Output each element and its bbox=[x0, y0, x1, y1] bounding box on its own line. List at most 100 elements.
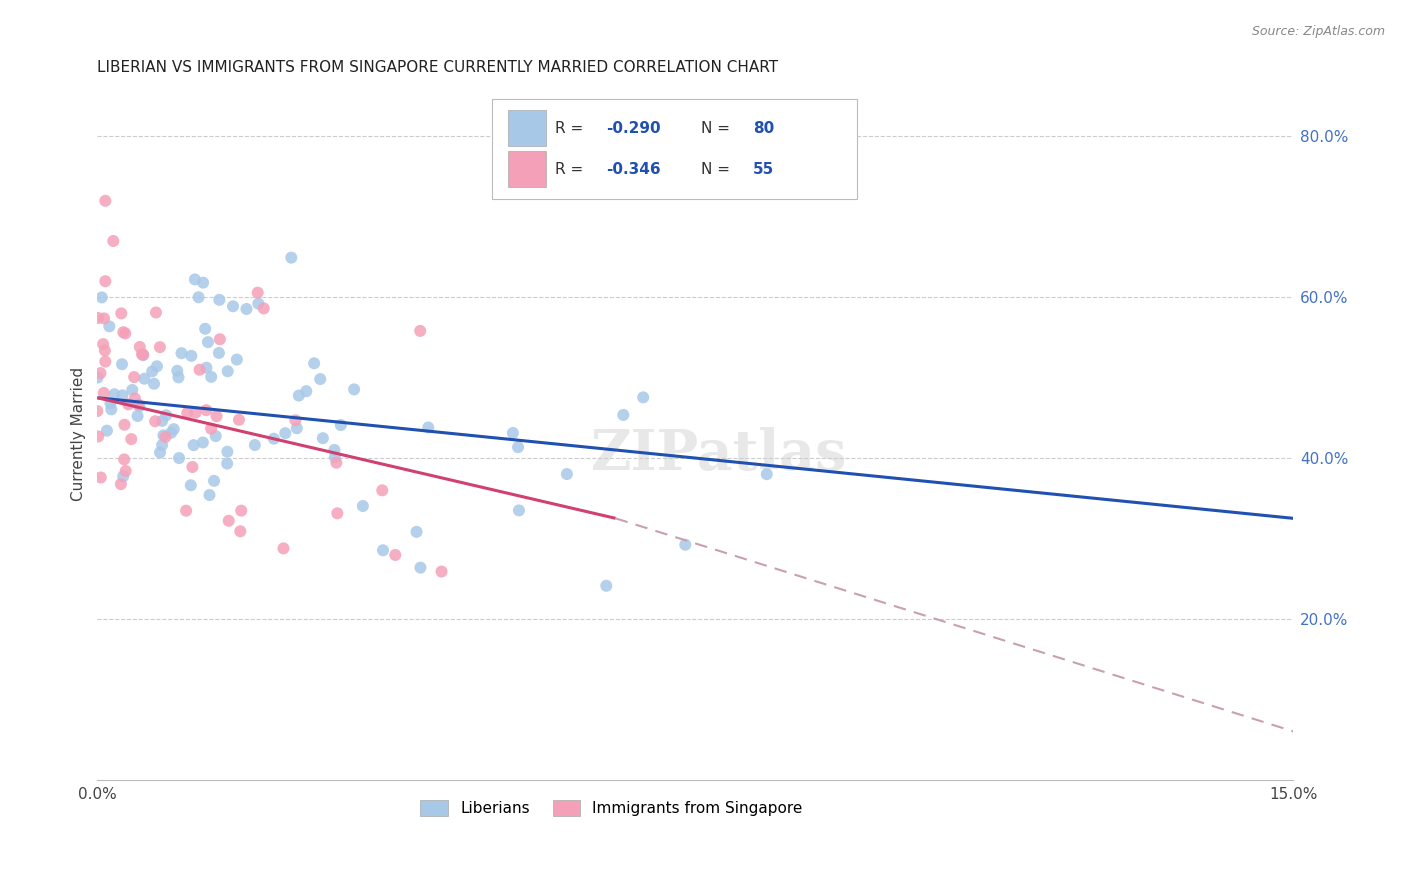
Point bbox=[112, 452, 135, 467]
Text: R =: R = bbox=[555, 120, 589, 136]
Point bbox=[114, 464, 136, 478]
Point bbox=[166, 364, 188, 378]
Point bbox=[131, 347, 153, 361]
Point bbox=[141, 364, 163, 378]
Point bbox=[302, 356, 325, 370]
Point bbox=[247, 296, 270, 310]
Point bbox=[93, 386, 115, 401]
Point bbox=[198, 488, 221, 502]
Point bbox=[235, 301, 257, 316]
Point bbox=[204, 429, 226, 443]
Point bbox=[111, 357, 134, 371]
Point bbox=[323, 442, 346, 457]
Point bbox=[91, 337, 114, 351]
Point bbox=[384, 548, 406, 562]
Point bbox=[197, 335, 219, 350]
Point bbox=[208, 293, 231, 307]
FancyBboxPatch shape bbox=[508, 111, 546, 146]
Text: R =: R = bbox=[555, 161, 589, 177]
Text: 55: 55 bbox=[752, 161, 775, 177]
Point bbox=[430, 565, 453, 579]
Point bbox=[184, 272, 207, 286]
Point bbox=[371, 543, 394, 558]
Point bbox=[184, 406, 207, 420]
Point bbox=[295, 384, 318, 399]
Point bbox=[326, 506, 349, 520]
Point bbox=[87, 311, 110, 326]
Point bbox=[506, 440, 529, 454]
Point bbox=[143, 376, 166, 391]
Point bbox=[187, 290, 209, 304]
Point bbox=[111, 388, 134, 402]
Point bbox=[114, 326, 136, 341]
Point bbox=[253, 301, 276, 316]
Point bbox=[309, 372, 332, 386]
Point bbox=[631, 390, 654, 404]
Point bbox=[180, 349, 202, 363]
Point bbox=[143, 414, 166, 428]
Point bbox=[127, 397, 149, 411]
Point bbox=[288, 388, 311, 402]
Point bbox=[181, 460, 204, 475]
Point bbox=[228, 413, 250, 427]
Point bbox=[502, 425, 524, 440]
Point bbox=[145, 305, 167, 319]
Point bbox=[217, 364, 239, 378]
Point bbox=[225, 352, 247, 367]
Point bbox=[280, 251, 302, 265]
Point bbox=[285, 421, 308, 435]
Point bbox=[595, 579, 617, 593]
Point bbox=[86, 370, 108, 384]
Point bbox=[612, 408, 634, 422]
Point bbox=[194, 322, 217, 336]
Point bbox=[94, 343, 117, 358]
Point bbox=[112, 469, 135, 483]
Point bbox=[222, 299, 245, 313]
Point bbox=[132, 348, 155, 362]
Point bbox=[218, 514, 240, 528]
Point bbox=[418, 420, 440, 434]
FancyBboxPatch shape bbox=[508, 152, 546, 187]
Point bbox=[191, 276, 214, 290]
Text: -0.346: -0.346 bbox=[606, 161, 661, 177]
Text: LIBERIAN VS IMMIGRANTS FROM SINGAPORE CURRENTLY MARRIED CORRELATION CHART: LIBERIAN VS IMMIGRANTS FROM SINGAPORE CU… bbox=[97, 60, 779, 75]
Text: N =: N = bbox=[702, 120, 735, 136]
Point bbox=[217, 457, 239, 471]
Point bbox=[93, 311, 115, 326]
Point bbox=[167, 451, 190, 466]
Point bbox=[103, 234, 125, 248]
Point bbox=[208, 346, 231, 360]
Point bbox=[120, 432, 142, 446]
Point bbox=[343, 383, 366, 397]
Point bbox=[155, 430, 177, 444]
Point bbox=[128, 340, 150, 354]
Point bbox=[205, 409, 228, 424]
Point bbox=[176, 406, 198, 420]
Point bbox=[110, 477, 132, 491]
Point bbox=[128, 399, 150, 413]
Point bbox=[555, 467, 578, 481]
Point bbox=[243, 438, 266, 452]
Point bbox=[96, 424, 118, 438]
Point bbox=[167, 370, 190, 384]
Point bbox=[114, 417, 136, 432]
FancyBboxPatch shape bbox=[492, 99, 856, 199]
Point bbox=[329, 417, 352, 432]
Point bbox=[103, 387, 125, 401]
Text: Source: ZipAtlas.com: Source: ZipAtlas.com bbox=[1251, 25, 1385, 38]
Point bbox=[191, 435, 214, 450]
Point bbox=[90, 290, 112, 304]
Point bbox=[409, 560, 432, 574]
Point bbox=[202, 474, 225, 488]
Point bbox=[263, 432, 285, 446]
Point bbox=[274, 426, 297, 441]
Text: ZIPatlas: ZIPatlas bbox=[591, 427, 848, 483]
Point bbox=[100, 396, 122, 410]
Point bbox=[98, 319, 121, 334]
Point bbox=[149, 445, 172, 459]
Point bbox=[409, 324, 432, 338]
Point bbox=[183, 438, 205, 452]
Point bbox=[134, 372, 156, 386]
Point bbox=[112, 325, 135, 339]
Point bbox=[188, 363, 211, 377]
